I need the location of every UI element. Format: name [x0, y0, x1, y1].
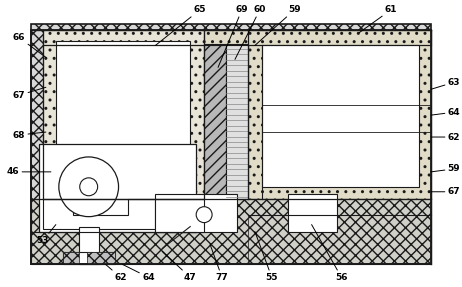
Text: 47: 47: [162, 251, 196, 282]
Text: 60: 60: [235, 5, 266, 59]
Bar: [39, 144, 196, 232]
Bar: [248, 215, 431, 264]
Bar: [288, 194, 337, 232]
Bar: [63, 253, 115, 264]
Bar: [155, 194, 237, 232]
Text: 46: 46: [7, 167, 51, 177]
Bar: [56, 42, 190, 179]
Polygon shape: [43, 199, 158, 228]
Text: 67: 67: [431, 187, 460, 196]
Text: 59: 59: [255, 5, 301, 45]
Text: 66: 66: [13, 33, 46, 57]
Bar: [248, 30, 431, 199]
Bar: [31, 30, 431, 264]
Text: 64: 64: [122, 264, 155, 282]
Text: 65: 65: [155, 5, 207, 45]
Bar: [204, 44, 226, 199]
Text: 64: 64: [431, 108, 460, 117]
Bar: [204, 30, 431, 45]
Text: 61: 61: [359, 5, 397, 32]
Text: 67: 67: [13, 87, 46, 100]
Bar: [79, 227, 99, 264]
Text: 69: 69: [218, 5, 248, 67]
Text: 59: 59: [431, 164, 460, 173]
Bar: [43, 30, 204, 199]
Bar: [87, 253, 115, 264]
Text: 53: 53: [36, 225, 56, 245]
Bar: [262, 45, 419, 187]
Text: 68: 68: [13, 131, 46, 139]
Text: 56: 56: [311, 225, 348, 282]
Bar: [31, 24, 431, 264]
Text: 77: 77: [210, 245, 228, 282]
Text: 55: 55: [255, 232, 278, 282]
Bar: [63, 253, 79, 264]
Text: 62: 62: [431, 133, 460, 141]
Circle shape: [80, 178, 97, 196]
Text: 63: 63: [431, 78, 460, 89]
Circle shape: [196, 207, 212, 223]
Polygon shape: [56, 179, 190, 199]
Polygon shape: [155, 199, 204, 232]
Text: 62: 62: [106, 264, 127, 282]
Circle shape: [59, 157, 119, 217]
Bar: [31, 199, 431, 264]
Bar: [226, 44, 248, 199]
